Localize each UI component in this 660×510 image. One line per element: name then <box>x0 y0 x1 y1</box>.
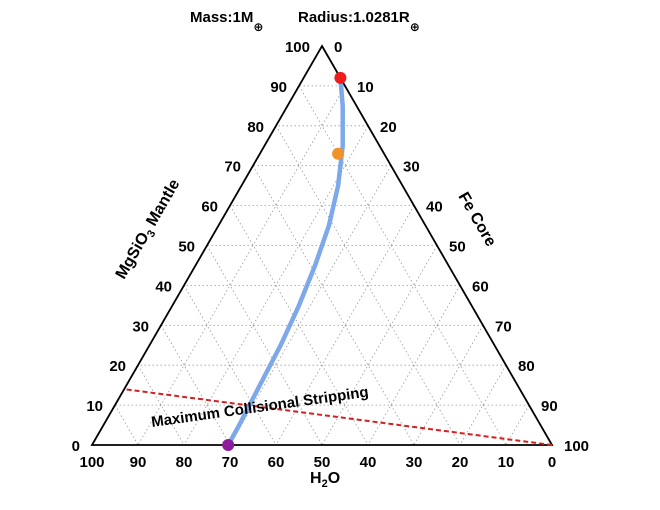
water-tick-label: 100 <box>79 454 104 471</box>
core-tick-label: 10 <box>357 79 374 96</box>
core-tick-label: 70 <box>495 318 512 335</box>
grid-line <box>137 85 346 446</box>
core-tick-label: 80 <box>518 358 535 375</box>
water-tick-label: 60 <box>268 454 285 471</box>
mantle-tick-label: 100 <box>285 39 310 56</box>
grid-lines <box>114 85 530 446</box>
data-point <box>222 439 235 451</box>
mantle-tick-label: 50 <box>178 239 195 256</box>
core-tick-label: 90 <box>541 398 558 415</box>
core-tick-label: 0 <box>334 39 342 56</box>
radius-label: Radius:1.0281R⊕ <box>298 9 420 34</box>
mantle-tick-label: 40 <box>155 278 172 295</box>
mantle-tick-label: 20 <box>109 358 126 375</box>
water-tick-label: 40 <box>360 454 377 471</box>
mantle-tick-label: 0 <box>72 438 80 455</box>
grid-line <box>229 165 392 446</box>
water-tick-label: 30 <box>406 454 423 471</box>
grid-line <box>137 365 185 446</box>
water-tick-label: 80 <box>176 454 193 471</box>
core-tick-label: 50 <box>449 239 466 256</box>
mantle-axis-title: MgSiO3 Mantle <box>113 176 186 283</box>
water-tick-label: 10 <box>498 454 515 471</box>
mantle-tick-label: 10 <box>86 398 103 415</box>
mantle-tick-label: 30 <box>132 318 149 335</box>
earth-symbol-icon: ⊕ <box>253 20 263 34</box>
grid-line <box>367 285 461 446</box>
water-tick-label: 0 <box>548 454 556 471</box>
grid-line <box>413 325 484 446</box>
data-point <box>332 147 345 160</box>
mantle-tick-label: 60 <box>201 199 218 216</box>
water-tick-label: 50 <box>314 454 331 471</box>
grid-line <box>298 85 507 446</box>
data-point <box>334 71 347 84</box>
core-tick-label: 40 <box>426 199 443 216</box>
annotation-label: Maximum Collisional Stripping <box>150 384 369 431</box>
water-axis-title: H2O <box>310 470 340 490</box>
core-tick-label: 60 <box>472 278 489 295</box>
data-layer <box>124 71 553 451</box>
core-tick-label: 100 <box>564 438 589 455</box>
core-tick-label: 30 <box>403 159 420 176</box>
grid-line <box>183 285 277 446</box>
earth-symbol-icon: ⊕ <box>410 20 420 34</box>
tick-labels: 0 0 0 10 10 10 20 20 20 30 30 30 40 40 40 50 50 50 60 60 60 7… <box>72 39 589 471</box>
mantle-tick-label: 80 <box>247 119 264 136</box>
mantle-tick-label: 90 <box>270 79 287 96</box>
mass-label: Mass:1M⊕ <box>190 9 263 34</box>
core-tick-label: 20 <box>380 119 397 136</box>
triangle-frame <box>90 44 554 446</box>
composition-curve <box>225 75 345 448</box>
mantle-tick-label: 70 <box>224 159 241 176</box>
water-tick-label: 70 <box>222 454 239 471</box>
water-tick-label: 90 <box>130 454 147 471</box>
grid-line <box>160 325 231 446</box>
grid-line <box>252 165 415 446</box>
water-tick-label: 20 <box>452 454 469 471</box>
grid-line <box>114 404 139 446</box>
grid-line <box>321 245 438 446</box>
grid-line <box>459 365 507 446</box>
